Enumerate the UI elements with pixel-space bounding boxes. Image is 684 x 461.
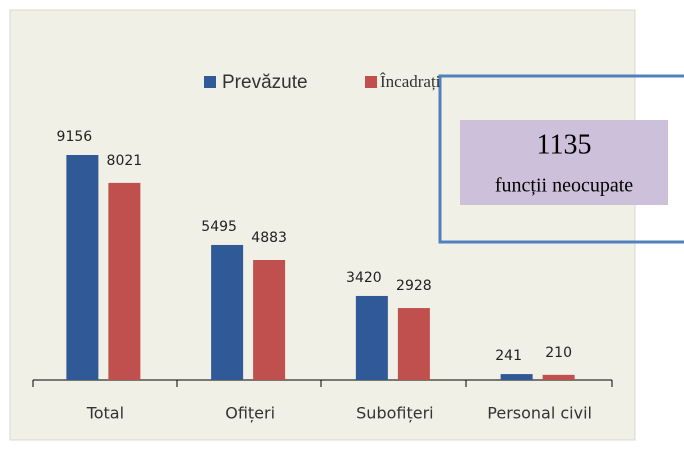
bar [211, 244, 244, 380]
legend-label: Prevăzute [222, 72, 308, 93]
value-label: 241 [495, 348, 522, 364]
annotation-frame [438, 74, 684, 244]
bar [542, 374, 575, 380]
legend-swatch [365, 76, 377, 88]
annotation-number: 1135 [537, 129, 592, 160]
value-label: 3420 [346, 270, 382, 286]
value-label: 4883 [251, 230, 287, 246]
x-tick-label: Ofițeri [225, 404, 275, 423]
legend-label: Încadrați [380, 72, 441, 91]
x-tick-label: Personal civil [487, 404, 592, 423]
bar [397, 308, 430, 380]
bar [355, 295, 388, 380]
value-label: 9156 [57, 129, 93, 145]
bar [500, 374, 533, 380]
x-tick-label: Total [86, 404, 124, 423]
value-label: 8021 [107, 153, 143, 169]
value-label: 210 [545, 345, 572, 361]
annotation-text: funcții neocupate [495, 175, 633, 197]
value-label: 5495 [201, 219, 237, 235]
value-label: 2928 [396, 278, 432, 294]
bar [66, 155, 99, 380]
bar [108, 182, 141, 380]
annotation-box [460, 120, 668, 205]
x-tick-label: Subofițeri [356, 404, 433, 423]
bar [253, 260, 286, 380]
legend-swatch [204, 76, 216, 88]
